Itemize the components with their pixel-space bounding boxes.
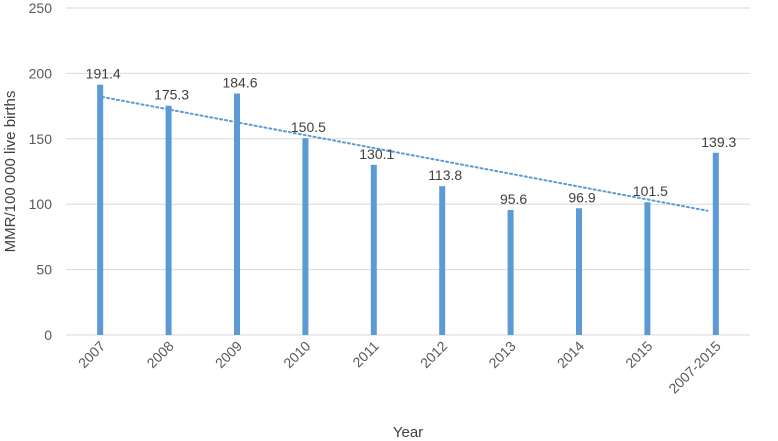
x-tick-label: 2008 — [143, 338, 176, 371]
bar-2011 — [370, 164, 377, 335]
data-labels: 191.4 175.3 184.6 150.5 130.1 113.8 95.6 96.9 10… — [86, 66, 737, 207]
data-label-2011: 130.1 — [359, 146, 394, 162]
data-label-2010: 150.5 — [291, 119, 326, 135]
x-tick-label: 2007 — [75, 338, 108, 371]
x-tick-label: 2014 — [554, 338, 587, 371]
data-label-2007: 191.4 — [86, 66, 121, 82]
data-label-2008: 175.3 — [154, 87, 189, 103]
bar-2008 — [165, 105, 172, 335]
y-tick-label: 200 — [29, 65, 53, 81]
bar-2007-2015 — [712, 152, 719, 335]
x-tick-label: 2015 — [622, 338, 655, 371]
bar-2015 — [644, 202, 651, 335]
bar-2010 — [302, 138, 309, 335]
data-label-2013: 95.6 — [500, 191, 527, 207]
bar-2009 — [234, 93, 240, 335]
data-label-2014: 96.9 — [568, 189, 595, 205]
data-label-2007-2015: 139.3 — [701, 134, 736, 150]
bar-2007 — [97, 84, 104, 335]
bar-2012 — [439, 186, 446, 335]
x-axis-ticks: 2007 2008 2009 2010 2011 2012 2013 2014 2015 2007… — [75, 338, 724, 397]
y-axis-ticks: 0 50 100 150 200 250 — [29, 0, 53, 343]
data-label-2012: 113.8 — [428, 167, 462, 183]
x-axis-title: Year — [393, 424, 423, 441]
y-axis-title: MMR/100 000 live births — [2, 91, 19, 253]
x-tick-label: 2010 — [280, 338, 313, 371]
y-tick-label: 150 — [29, 131, 53, 147]
data-label-2009: 184.6 — [222, 75, 257, 91]
trendline — [101, 95, 709, 212]
x-tick-label: 2007-2015 — [665, 338, 724, 397]
x-tick-label: 2013 — [485, 338, 518, 371]
gridlines — [66, 7, 750, 336]
y-tick-label: 100 — [29, 196, 53, 212]
x-tick-label: 2012 — [417, 338, 450, 371]
x-tick-label: 2011 — [349, 338, 382, 371]
data-label-2015: 101.5 — [633, 183, 668, 199]
trendline-layer — [101, 95, 709, 212]
bar-2014 — [576, 208, 582, 335]
bar-2013 — [507, 209, 514, 335]
y-tick-label: 0 — [44, 327, 52, 343]
y-tick-label: 50 — [36, 262, 52, 278]
x-tick-label: 2009 — [212, 338, 245, 371]
bars — [97, 84, 719, 335]
y-tick-label: 250 — [29, 0, 53, 16]
